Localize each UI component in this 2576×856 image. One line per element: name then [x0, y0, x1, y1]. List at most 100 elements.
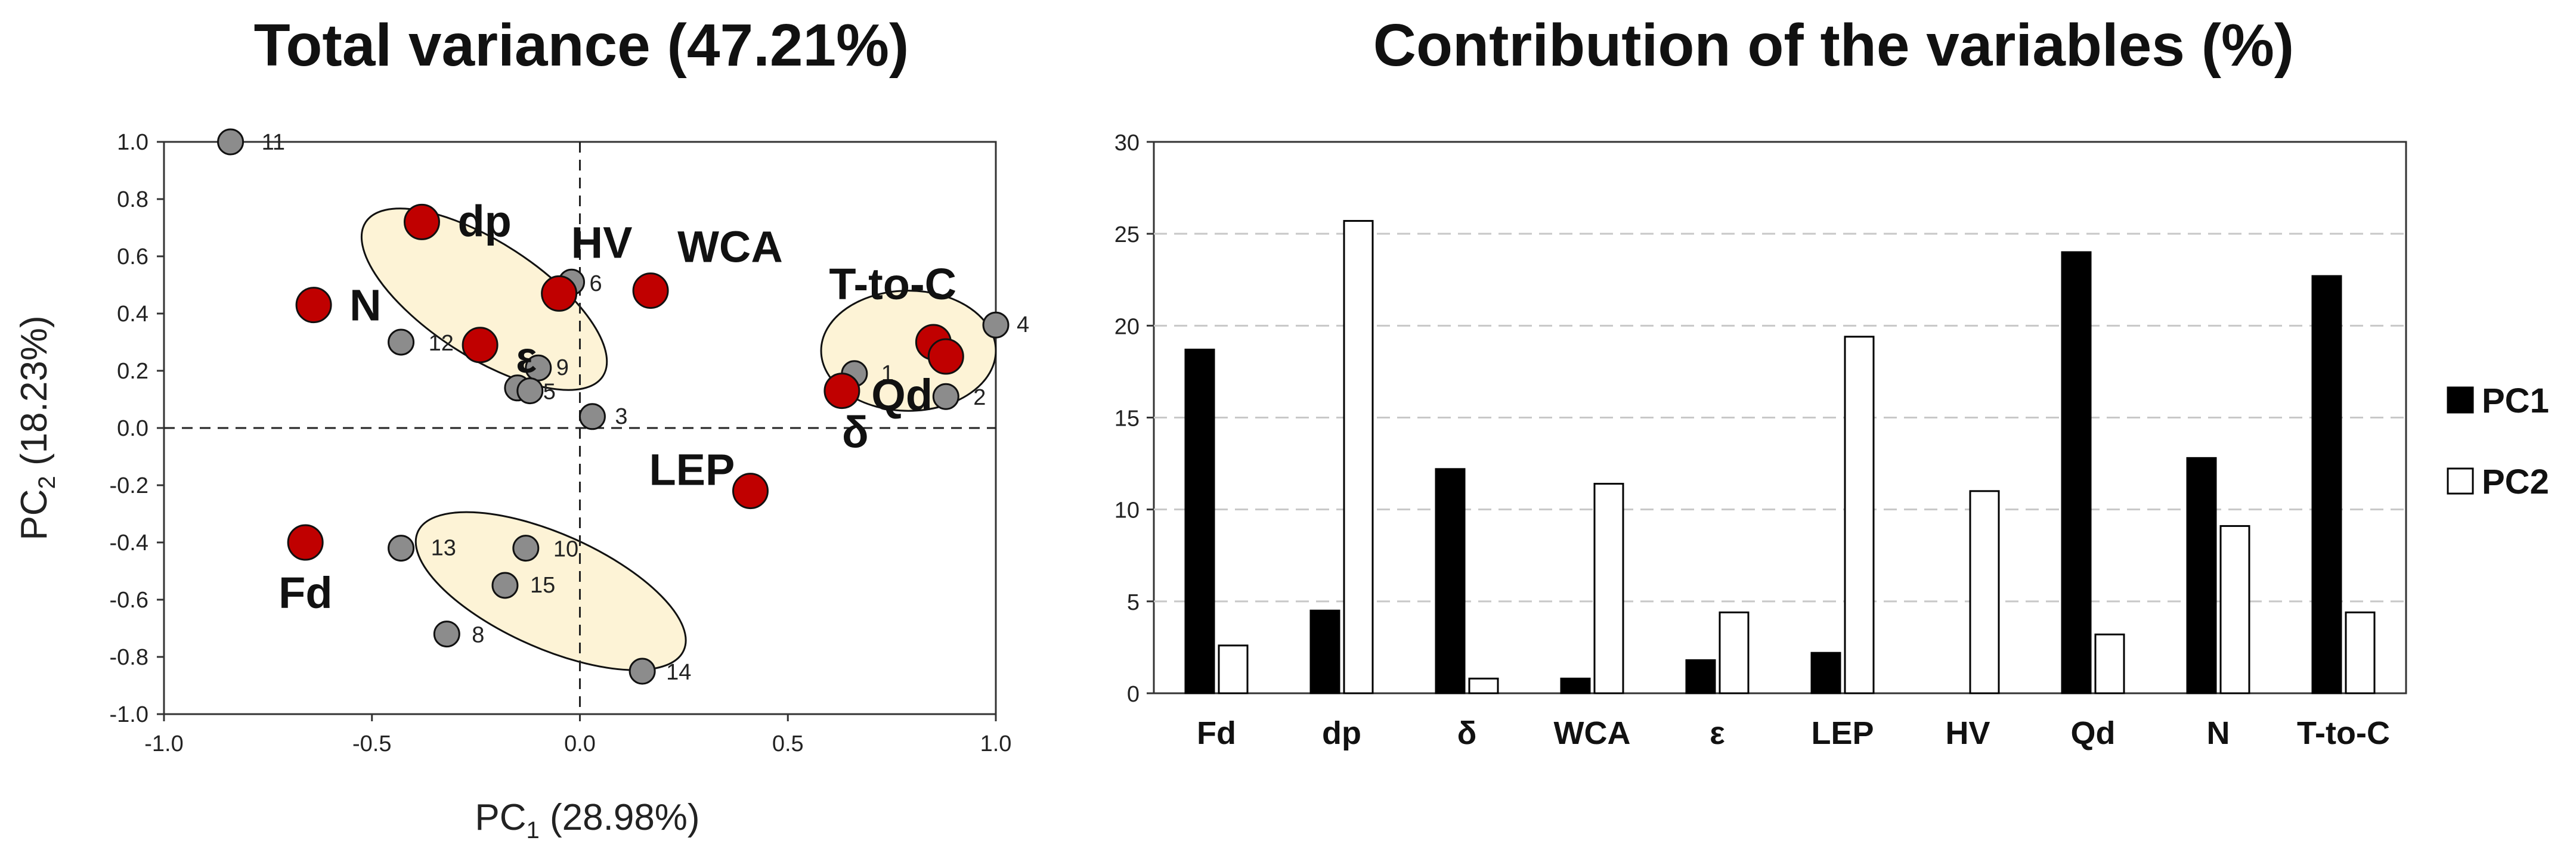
y-tick-label: 15	[1114, 407, 1140, 432]
y-tick-label: 10	[1114, 498, 1140, 523]
observation-point	[433, 621, 460, 648]
pca-variables: dp HV WCA Nε T-to-C Qdδ LEP Fd	[278, 196, 964, 618]
bar-marks	[1184, 220, 2376, 694]
y-tick-label: 0.4	[117, 302, 148, 327]
bar-pc1	[1560, 677, 1591, 694]
x-tick-label: -0.5	[352, 731, 391, 756]
y-tick-label: -0.8	[110, 645, 148, 670]
cluster-ellipse	[360, 207, 608, 391]
bar-pc1	[2061, 251, 2092, 694]
variable-label: dp	[457, 196, 511, 246]
observation-label: 10	[553, 537, 578, 562]
observation-label: 1	[881, 361, 894, 386]
cluster-ellipse	[414, 511, 687, 671]
category-label: T-to-C	[2297, 715, 2390, 751]
y-tick-label: 0.6	[117, 244, 148, 269]
bar-pc1	[1435, 468, 1466, 694]
y-tick-label: 0.0	[117, 416, 148, 441]
observation-point	[516, 377, 544, 405]
bar-pc2	[1343, 220, 1374, 694]
bar-pc2	[1719, 611, 1750, 694]
variable-label: Qd	[871, 370, 933, 420]
x-tick-label: 1.0	[980, 731, 1012, 756]
variable-point	[287, 524, 324, 561]
observation-label: 6	[590, 271, 602, 296]
pca-x-ticks: -1.0 -0.5 0.0 0.5 1.0	[144, 714, 1011, 756]
bar-pc2	[2094, 633, 2125, 694]
category-label: LEP	[1811, 715, 1874, 751]
observation-point	[388, 535, 415, 562]
variable-label: WCA	[677, 222, 783, 272]
variable-label: HV	[571, 218, 633, 267]
legend: PC1 PC2	[2447, 382, 2549, 501]
observation-point	[578, 403, 606, 430]
bar-y-ticks: 0 5 10 15 20 25 30	[1114, 131, 1154, 707]
variable-point	[462, 327, 499, 364]
variable-label: ε	[516, 333, 537, 382]
bar-pc2	[1969, 490, 2000, 694]
category-label: HV	[1945, 715, 1990, 751]
y-tick-label: 0.2	[117, 359, 148, 384]
y-tick-label: -0.4	[110, 531, 148, 556]
bar-pc2	[1844, 336, 1875, 694]
observation-point	[982, 311, 1010, 339]
bar-pc2	[1468, 677, 1499, 694]
y-tick-label: 1.0	[117, 130, 148, 155]
y-tick-label: 0	[1127, 682, 1140, 707]
observation-label: 14	[666, 660, 691, 685]
y-tick-label: 30	[1114, 131, 1140, 156]
y-tick-label: 20	[1114, 314, 1140, 339]
observation-label: 3	[615, 404, 627, 429]
bar-pc1	[2311, 275, 2342, 694]
variable-point	[823, 373, 860, 410]
y-tick-label: -0.6	[110, 588, 148, 613]
bar-pc2	[1593, 483, 1624, 694]
y-tick-label: 0.8	[117, 187, 148, 212]
pca-observations: 116129753124131015814	[217, 128, 1029, 685]
bar-pc2	[1218, 644, 1249, 694]
variable-point	[732, 473, 769, 510]
y-tick-label: -1.0	[110, 702, 148, 727]
category-label: WCA	[1554, 715, 1631, 751]
observation-point	[491, 572, 519, 599]
variable-point	[541, 275, 578, 312]
category-label: δ	[1457, 715, 1477, 751]
variable-point	[403, 203, 440, 240]
variable-label: δ	[842, 408, 869, 457]
category-label: Fd	[1197, 715, 1236, 751]
observation-label: 13	[431, 536, 456, 561]
legend-swatch-pc1	[2447, 386, 2474, 414]
variable-label: T-to-C	[829, 259, 956, 309]
y-tick-label: -0.2	[110, 473, 148, 498]
bar-category-labels: Fd dp δ WCA ε LEP HV Qd N T-to-C	[1197, 715, 2390, 751]
observation-point	[932, 383, 959, 410]
bar-pc1	[1309, 609, 1340, 694]
contribution-bar-chart: Contribution of the variables (%) 0 5 10 15…	[1114, 12, 2549, 751]
observation-label: 4	[1017, 312, 1029, 337]
observation-point	[388, 328, 415, 356]
x-tick-label: -1.0	[144, 731, 183, 756]
category-label: dp	[1322, 715, 1361, 751]
x-tick-label: 0.5	[772, 731, 804, 756]
bar-pc1	[1184, 348, 1215, 694]
bar-pc2	[2219, 525, 2250, 694]
pca-title: Total variance (47.21%)	[254, 12, 909, 79]
pca-y-axis-title: PC2 (18.23%)	[14, 315, 60, 540]
pca-biplot: Total variance (47.21%) 1.0 0.8 0.6 0.4 0.2 0…	[14, 12, 1029, 843]
observation-label: 8	[472, 623, 484, 648]
bar-pc2	[2345, 611, 2376, 694]
bar-pc1	[1685, 659, 1716, 694]
x-tick-label: 0.0	[564, 731, 596, 756]
y-tick-label: 25	[1114, 222, 1140, 247]
observation-label: 5	[543, 380, 556, 405]
observation-label: 9	[556, 355, 569, 380]
variable-point	[632, 272, 669, 309]
variable-label: N	[349, 281, 381, 330]
observation-label: 11	[262, 130, 285, 155]
legend-label-pc1: PC1	[2482, 382, 2549, 420]
bar-pc1	[1810, 652, 1841, 694]
y-tick-label: 5	[1127, 590, 1140, 615]
category-label: Qd	[2071, 715, 2116, 751]
pca-x-axis-title: PC1 (28.98%)	[475, 797, 699, 843]
